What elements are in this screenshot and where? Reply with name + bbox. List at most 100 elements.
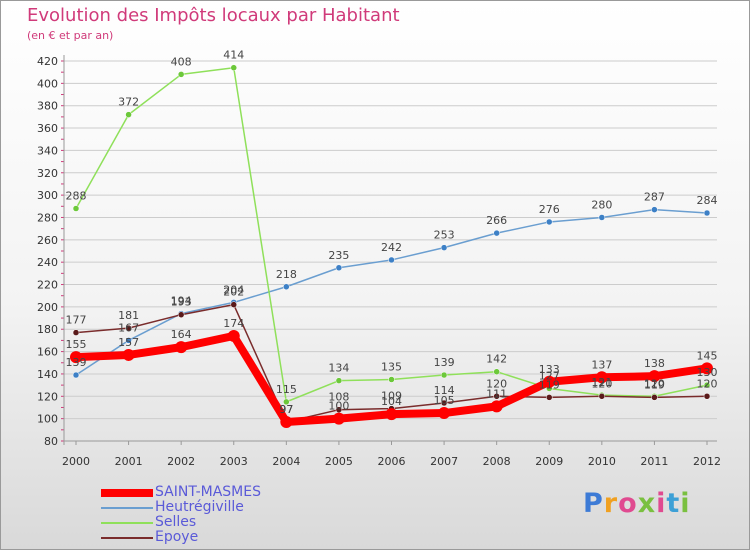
- data-label: 97: [279, 403, 293, 416]
- data-label: 134: [328, 362, 349, 375]
- data-label: 204: [223, 283, 244, 296]
- y-tick-label: 120: [37, 390, 58, 403]
- data-label: 177: [66, 314, 87, 327]
- data-point: [335, 377, 343, 384]
- data-label: 111: [486, 387, 507, 400]
- data-point: [283, 283, 290, 291]
- data-point: [70, 351, 82, 364]
- data-label: 288: [66, 190, 87, 203]
- x-tick-label: 2008: [483, 455, 511, 468]
- legend-label: Heutrégiville: [155, 499, 244, 515]
- data-point: [595, 371, 608, 384]
- data-point: [388, 376, 395, 383]
- y-tick-label: 180: [37, 323, 58, 336]
- data-label: 276: [539, 203, 560, 216]
- data-point: [651, 394, 658, 401]
- legend-label: SAINT-MASMES: [155, 484, 261, 500]
- data-label: 193: [171, 296, 192, 309]
- data-point: [651, 206, 658, 213]
- legend-item: Heutrégiville: [101, 499, 361, 515]
- legend-label: Epoye: [155, 529, 199, 545]
- x-tick-label: 2004: [272, 455, 300, 468]
- legend-swatch: [101, 507, 153, 509]
- x-tick-label: 2012: [693, 455, 721, 468]
- x-tick-label: 2007: [430, 455, 458, 468]
- data-label: 120: [486, 377, 507, 390]
- data-point: [440, 244, 448, 251]
- x-tick-label: 2006: [378, 455, 406, 468]
- y-tick-label: 220: [37, 279, 58, 292]
- logo-letter: o: [618, 488, 638, 519]
- logo-letter: i: [680, 488, 691, 519]
- data-point: [703, 393, 711, 400]
- y-tick-label: 140: [37, 368, 58, 381]
- legend-item: SAINT-MASMES: [101, 484, 361, 500]
- data-point: [72, 371, 80, 379]
- chart-title: Evolution des Impôts locaux par Habitant: [27, 5, 400, 26]
- x-tick-label: 2000: [62, 455, 90, 468]
- legend-label: Selles: [155, 514, 197, 530]
- data-point: [122, 348, 135, 361]
- data-point: [440, 399, 448, 407]
- data-label: 137: [591, 358, 612, 371]
- data-label: 135: [381, 361, 402, 374]
- x-tick-label: 2011: [640, 455, 668, 468]
- data-label: 120: [591, 377, 612, 390]
- x-tick-label: 2003: [220, 455, 248, 468]
- data-point: [598, 214, 606, 221]
- proxiti-logo: Proxiti: [583, 488, 691, 519]
- y-tick-label: 200: [37, 301, 58, 314]
- data-label: 121: [591, 376, 612, 389]
- data-point: [388, 256, 395, 264]
- data-label: 253: [434, 229, 455, 242]
- legend-swatch: [101, 522, 153, 524]
- data-point: [72, 205, 80, 212]
- data-point: [648, 370, 661, 383]
- data-label: 372: [118, 96, 139, 109]
- data-point: [280, 416, 293, 428]
- data-label: 145: [697, 349, 718, 362]
- data-point: [227, 329, 240, 342]
- logo-letter: t: [666, 488, 681, 519]
- data-point: [125, 111, 132, 118]
- data-label: 130: [697, 366, 718, 379]
- y-tick-label: 300: [37, 189, 58, 202]
- legend-item: Selles: [101, 514, 361, 530]
- x-tick-label: 2009: [535, 455, 563, 468]
- data-label: 139: [434, 356, 455, 369]
- legend-item: Epoye: [101, 529, 361, 545]
- data-point: [598, 393, 606, 400]
- y-tick-label: 340: [37, 144, 58, 157]
- data-label: 287: [644, 191, 665, 204]
- x-tick-label: 2010: [588, 455, 616, 468]
- data-point: [490, 400, 503, 413]
- data-point: [177, 311, 185, 318]
- y-tick-label: 360: [37, 122, 58, 135]
- y-tick-label: 100: [37, 413, 58, 426]
- data-point: [230, 301, 237, 308]
- data-label: 181: [118, 309, 139, 322]
- data-point: [546, 394, 553, 401]
- data-point: [546, 218, 553, 226]
- data-point: [283, 398, 290, 406]
- chart-subtitle: (en € et par an): [27, 29, 114, 42]
- data-label: 266: [486, 214, 507, 227]
- chart-legend: SAINT-MASMES Heutrégiville Selles Epoye: [101, 484, 361, 545]
- data-point: [701, 362, 713, 375]
- data-label: 120: [697, 377, 718, 390]
- data-point: [72, 329, 80, 336]
- data-label: 280: [591, 198, 612, 211]
- data-point: [230, 64, 237, 71]
- data-point: [493, 393, 500, 400]
- data-point: [175, 341, 188, 354]
- data-point: [125, 324, 132, 332]
- data-label: 157: [118, 336, 139, 349]
- y-tick-label: 240: [37, 256, 58, 269]
- data-label: 109: [381, 390, 402, 403]
- data-point: [543, 375, 556, 388]
- data-label: 408: [171, 55, 192, 68]
- data-label: 120: [644, 377, 665, 390]
- data-label: 218: [276, 268, 297, 281]
